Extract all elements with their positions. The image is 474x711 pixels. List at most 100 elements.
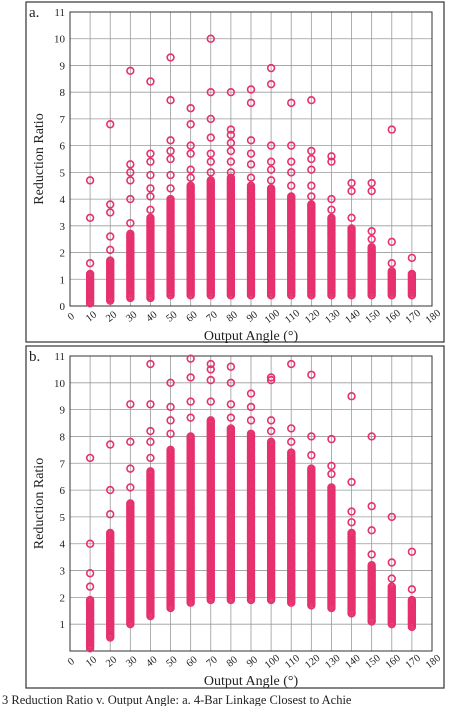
data-point-outlier bbox=[206, 168, 215, 177]
data-point-outlier bbox=[186, 397, 195, 406]
data-point-outlier bbox=[347, 178, 356, 188]
x-tick-label: 170 bbox=[404, 653, 423, 671]
data-point-outlier bbox=[106, 510, 115, 519]
data-point-outlier bbox=[206, 34, 215, 43]
x-tick-label: 60 bbox=[185, 309, 200, 324]
data-point-outlier bbox=[146, 184, 155, 193]
x-tick-label: 30 bbox=[124, 654, 139, 669]
data-point-outlier bbox=[166, 154, 175, 164]
data-point-outlier bbox=[146, 170, 155, 180]
data-point-outlier bbox=[226, 125, 236, 134]
data-point-outlier bbox=[266, 375, 276, 385]
data-point bbox=[287, 192, 296, 201]
x-tick-label: 110 bbox=[283, 653, 302, 671]
x-tick-label: 140 bbox=[343, 308, 362, 326]
data-point-outlier bbox=[85, 569, 95, 578]
data-point-outlier bbox=[146, 426, 155, 436]
data-point bbox=[85, 595, 95, 605]
data-point-outlier bbox=[307, 192, 316, 201]
x-tick-label: 0 bbox=[66, 656, 77, 668]
data-point-outlier bbox=[327, 469, 336, 479]
data-point bbox=[146, 467, 155, 476]
data-point-outlier bbox=[287, 359, 296, 369]
data-point-outlier bbox=[166, 184, 175, 193]
data-point-outlier bbox=[347, 392, 356, 401]
data-point-outlier bbox=[126, 483, 135, 492]
data-point bbox=[106, 528, 115, 538]
data-point-outlier bbox=[387, 237, 396, 247]
data-point-outlier bbox=[246, 85, 256, 94]
x-tick-label: 70 bbox=[205, 654, 220, 669]
data-point-outlier bbox=[166, 416, 175, 425]
data-point bbox=[367, 243, 376, 252]
data-point-outlier bbox=[146, 453, 155, 463]
data-point-outlier bbox=[327, 152, 336, 161]
data-point-outlier bbox=[206, 157, 215, 166]
data-point-outlier bbox=[126, 66, 135, 76]
data-point bbox=[367, 560, 376, 570]
data-point-outlier bbox=[106, 120, 115, 129]
data-point-outlier bbox=[407, 585, 417, 594]
data-point bbox=[266, 184, 276, 193]
data-point-outlier bbox=[226, 400, 236, 409]
y-tick-label: 9 bbox=[60, 405, 66, 417]
data-point bbox=[287, 448, 296, 457]
data-point-outlier bbox=[287, 141, 296, 150]
y-tick-label: 4 bbox=[60, 194, 66, 206]
data-point-outlier bbox=[126, 218, 135, 228]
y-axis-label: Reduction Ratio bbox=[32, 458, 47, 549]
data-point-outlier bbox=[367, 186, 376, 196]
x-tick-label: 150 bbox=[364, 653, 383, 671]
data-point-outlier bbox=[226, 138, 236, 148]
data-point-outlier bbox=[206, 365, 215, 374]
data-point-outlier bbox=[126, 194, 135, 204]
data-point bbox=[126, 499, 135, 508]
data-point-outlier bbox=[367, 501, 376, 511]
y-tick-label: 7 bbox=[60, 458, 66, 470]
y-tick-label: 2 bbox=[60, 592, 66, 604]
data-point-outlier bbox=[266, 426, 276, 436]
data-point bbox=[85, 269, 95, 279]
data-point-outlier bbox=[166, 53, 175, 62]
data-point bbox=[347, 528, 356, 538]
y-tick-label: 4 bbox=[60, 539, 66, 551]
data-point-outlier bbox=[146, 77, 155, 86]
data-point-outlier bbox=[166, 402, 175, 412]
data-point-outlier bbox=[186, 120, 195, 129]
x-axis-label: Output Angle (°) bbox=[204, 329, 299, 344]
y-tick-label: 1 bbox=[60, 619, 66, 631]
data-point-outlier bbox=[186, 413, 195, 422]
data-point bbox=[206, 176, 215, 185]
data-point-outlier bbox=[266, 79, 276, 89]
data-point-outlier bbox=[327, 205, 336, 214]
data-point-outlier bbox=[266, 63, 276, 73]
data-point-outlier bbox=[166, 95, 175, 105]
data-point-outlier bbox=[186, 104, 195, 113]
x-tick-label: 180 bbox=[424, 308, 443, 326]
data-point-outlier bbox=[246, 173, 256, 182]
data-point-outlier bbox=[266, 165, 276, 174]
data-point-outlier bbox=[407, 253, 417, 263]
data-point-outlier bbox=[287, 437, 296, 447]
data-point-outlier bbox=[367, 226, 376, 236]
x-tick-label: 160 bbox=[384, 308, 403, 326]
x-tick-label: 60 bbox=[185, 654, 200, 669]
data-point-outlier bbox=[126, 400, 135, 409]
data-point-outlier bbox=[206, 359, 215, 369]
data-point-outlier bbox=[287, 181, 296, 190]
data-point-outlier bbox=[85, 582, 95, 591]
data-point-outlier bbox=[327, 157, 336, 166]
data-point-outlier bbox=[126, 160, 135, 169]
data-point-outlier bbox=[106, 208, 115, 217]
data-point-outlier bbox=[287, 424, 296, 433]
data-point-outlier bbox=[347, 507, 356, 516]
data-point bbox=[146, 213, 155, 223]
data-point-outlier bbox=[246, 136, 256, 145]
data-point-outlier bbox=[85, 539, 95, 548]
data-point-outlier bbox=[186, 173, 195, 182]
data-point-outlier bbox=[146, 437, 155, 447]
data-point-outlier bbox=[85, 453, 95, 463]
data-point-outlier bbox=[146, 149, 155, 158]
